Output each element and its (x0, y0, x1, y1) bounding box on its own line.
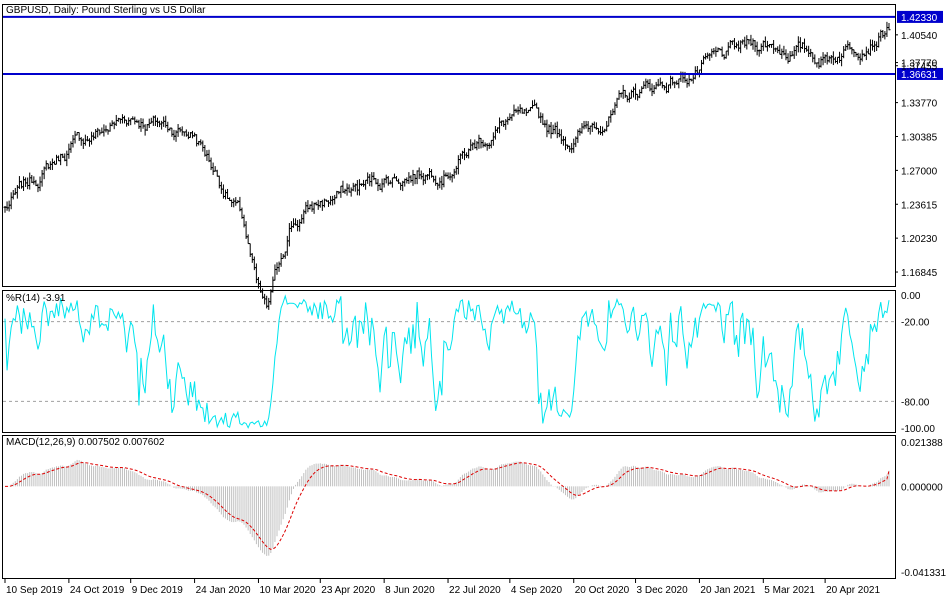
wpr-title: %R(14) -3.91 (6, 293, 66, 304)
price-tick-label: 1.27000 (901, 166, 938, 177)
level-label: 1.42330 (901, 13, 938, 24)
wpr-line (4, 294, 890, 429)
macd-tick-label: -0.041331 (901, 568, 946, 579)
level-label-box (897, 67, 943, 80)
wpr-tick-label: 0.00 (901, 291, 921, 302)
wpr-tick-label: -80.00 (901, 397, 930, 408)
macd-series (4, 459, 890, 556)
wpr-tick-label: -100.00 (901, 424, 935, 435)
time-tick-label: 10 Mar 2020 (259, 585, 316, 596)
price-tick-label: 1.16845 (901, 268, 938, 279)
time-tick-label: 8 Jun 2020 (385, 585, 435, 596)
macd-signal-line (4, 462, 890, 550)
macd-title: MACD(12,26,9) 0.007502 0.007602 (6, 437, 165, 448)
level-label-box (897, 10, 943, 23)
time-tick-label: 22 Jul 2020 (449, 585, 501, 596)
time-tick-label: 9 Dec 2019 (132, 585, 184, 596)
time-tick-label: 4 Sep 2020 (511, 585, 563, 596)
chart-title: GBPUSD, Daily: Pound Sterling vs US Doll… (6, 5, 206, 16)
level-label: 1.36631 (901, 70, 938, 81)
price-tick-label: 1.33770 (901, 99, 938, 110)
time-tick-label: 20 Apr 2021 (826, 585, 880, 596)
time-tick-label: 3 Dec 2020 (637, 585, 689, 596)
time-tick-label: 24 Oct 2019 (70, 585, 125, 596)
time-tick-label: 20 Oct 2020 (575, 585, 630, 596)
time-tick-label: 23 Apr 2020 (321, 585, 375, 596)
price-tick-label: 1.30385 (901, 132, 938, 143)
price-tick-label: 1.37770 (901, 59, 938, 70)
price-tick-label: 1.20230 (901, 234, 938, 245)
time-tick-label: 5 Mar 2021 (764, 585, 815, 596)
macd-tick-label: 0.021388 (901, 438, 943, 449)
time-tick-label: 10 Sep 2019 (6, 585, 63, 596)
macd-tick-label: 0.000000 (901, 482, 943, 493)
macd-panel-frame (2, 435, 896, 579)
time-tick-label: 20 Jan 2021 (700, 585, 755, 596)
price-tick-label: 1.37455 (901, 62, 938, 73)
price-series (3, 21, 891, 310)
price-tick-label: 1.23615 (901, 200, 938, 211)
time-tick-label: 24 Jan 2020 (196, 585, 251, 596)
wpr-tick-label: -20.00 (901, 318, 930, 329)
price-panel-frame (2, 4, 896, 287)
wpr-series (3, 294, 895, 429)
price-tick-label: 1.40540 (901, 31, 938, 42)
horizontal-levels: 1.42330 1.36631 (3, 10, 943, 81)
wpr-panel-frame (2, 290, 896, 433)
